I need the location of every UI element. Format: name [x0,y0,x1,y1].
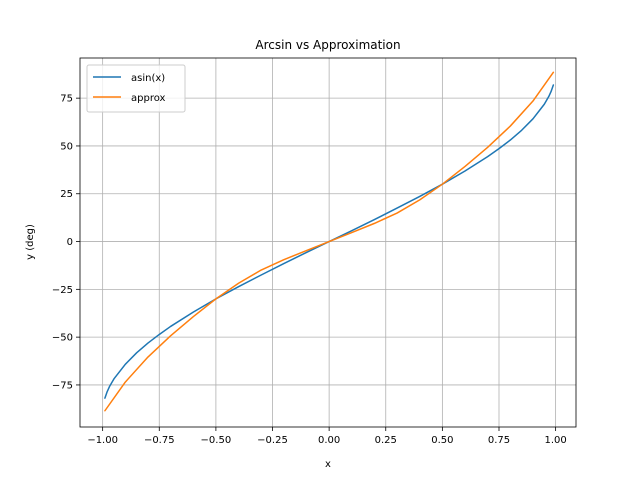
y-tick-label: −25 [52,285,73,296]
y-tick-label: 0 [67,237,73,248]
x-tick-label: 0.25 [375,435,397,446]
x-tick-label: −0.25 [257,435,288,446]
y-tick-label: −50 [52,333,73,344]
series-lines [104,71,555,412]
x-axis-label: x [325,459,331,470]
y-tick-label: 75 [60,94,73,105]
grid [80,58,576,427]
x-tick-label: 0.50 [431,435,453,446]
x-tick-label: −0.75 [144,435,175,446]
x-tick-label: 1.00 [544,435,566,446]
y-tick-label: 50 [60,141,73,152]
x-tick-label: −0.50 [201,435,232,446]
plot-frame [79,57,577,428]
x-tick-label: 0.00 [318,435,340,446]
x-tick-label: −1.00 [87,435,118,446]
chart-title: Arcsin vs Approximation [255,38,400,52]
y-tick-label: −75 [52,380,73,391]
legend: asin(x) approx [86,64,186,113]
legend-label: asin(x) [131,73,165,84]
y-axis-label: y (deg) [25,224,36,260]
axis-ticks: −1.00 −0.75 −0.50 −0.25 0.00 0.25 0.50 0.75 1.00… [52,94,567,446]
y-tick-label: 25 [60,189,73,200]
x-tick-label: 0.75 [488,435,510,446]
series-line-2 [104,71,555,412]
legend-label: approx [131,93,166,104]
